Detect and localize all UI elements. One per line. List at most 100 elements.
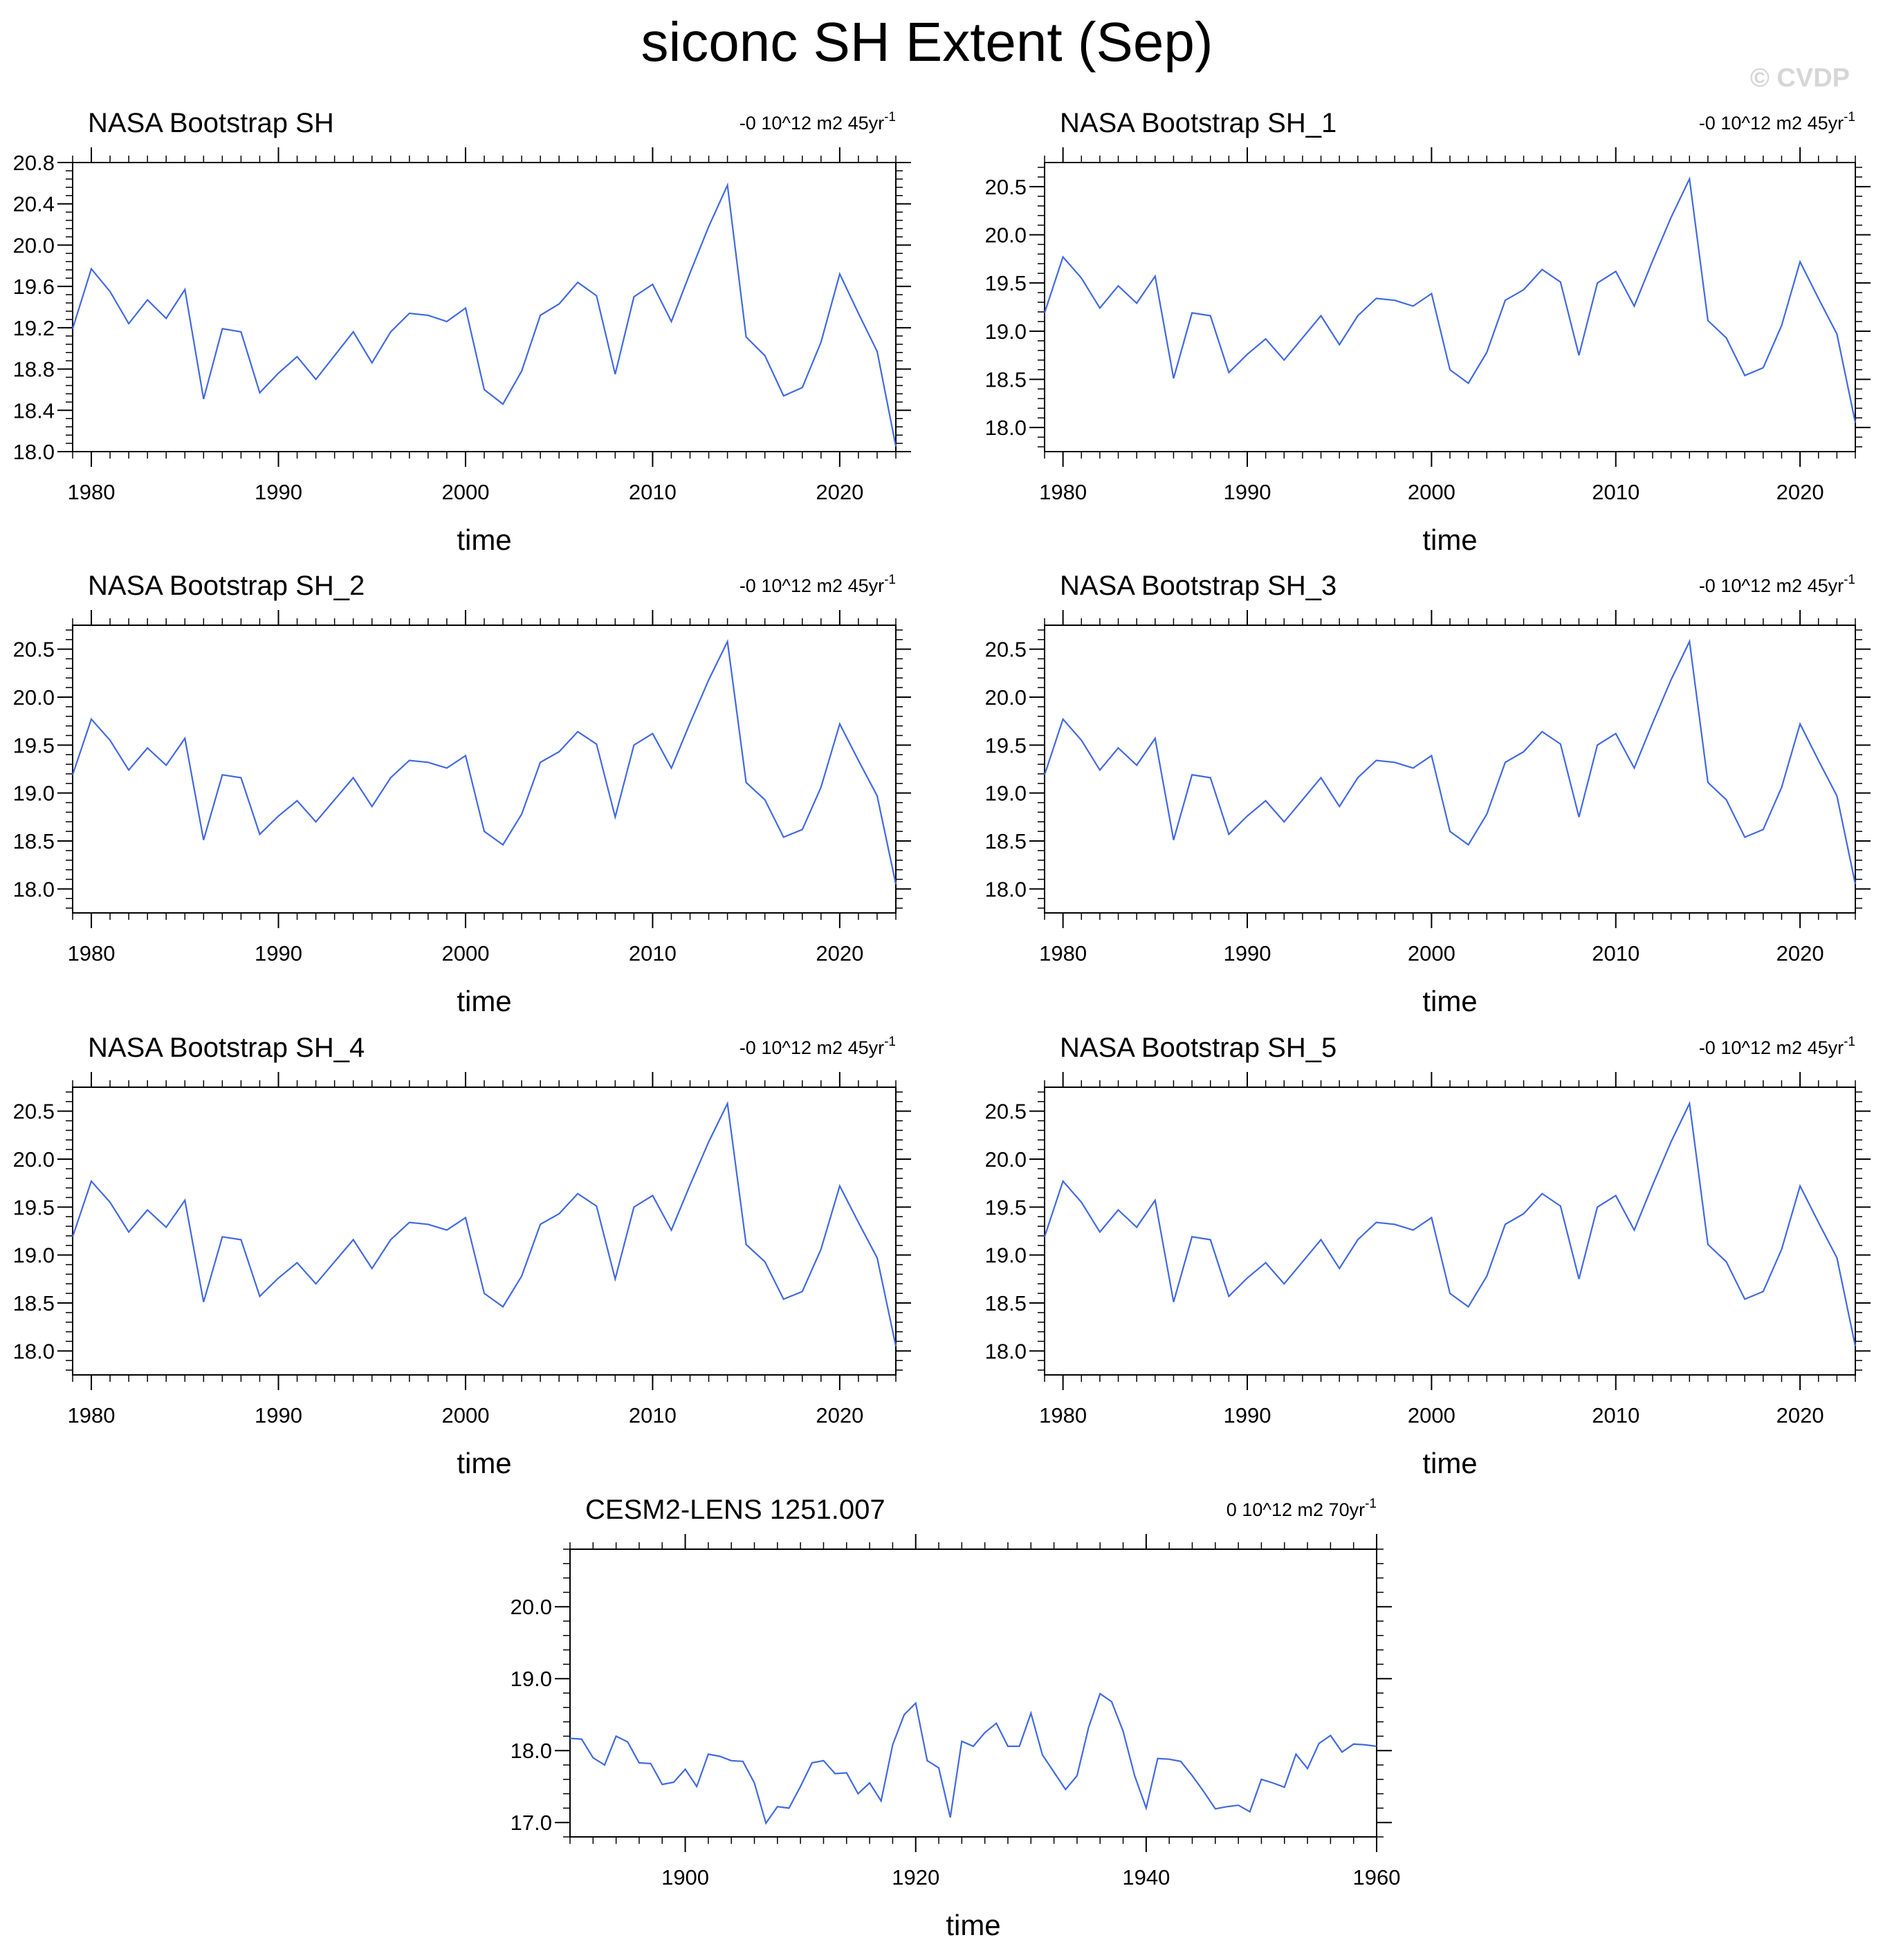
- x-tick-label: 2000: [1408, 480, 1455, 504]
- panel-title: CESM2-LENS 1251.007: [585, 1495, 885, 1525]
- y-tick-label: 20.5: [985, 638, 1027, 662]
- x-axis-label: time: [946, 1909, 1000, 1941]
- y-tick-label: 17.0: [511, 1811, 552, 1835]
- x-tick-label: 1990: [255, 1403, 302, 1427]
- x-tick-label: 2000: [441, 941, 489, 965]
- y-tick-label: 18.0: [13, 1339, 55, 1363]
- x-tick-label: 1980: [68, 480, 116, 504]
- x-tick-label: 2020: [1776, 480, 1824, 504]
- x-tick-label: 2010: [1592, 480, 1639, 504]
- x-tick-label: 1920: [892, 1865, 939, 1889]
- panel-title: NASA Bootstrap SH_2: [88, 571, 365, 601]
- y-tick-label: 18.0: [985, 1339, 1027, 1363]
- chart-panel-3: NASA Bootstrap SH_2 -0 10^12 m2 45yr-1 198…: [13, 571, 911, 1017]
- x-tick-label: 1980: [68, 941, 116, 965]
- y-tick-label: 20.0: [13, 233, 55, 257]
- x-tick-label: 2010: [629, 1403, 677, 1427]
- x-tick-label: 1990: [255, 941, 302, 965]
- y-tick-label: 19.0: [985, 320, 1027, 344]
- x-tick-label: 1980: [1039, 1403, 1087, 1427]
- x-axis-label: time: [1422, 985, 1477, 1017]
- y-tick-label: 19.5: [985, 1195, 1027, 1219]
- x-tick-label: 1990: [1224, 1403, 1271, 1427]
- series-line: [1043, 176, 1857, 423]
- y-tick-label: 20.5: [13, 1100, 55, 1124]
- y-tick-label: 20.0: [511, 1595, 552, 1619]
- series-line: [1043, 1100, 1857, 1347]
- trend-label: -0 10^12 m2 45yr-1: [740, 573, 896, 596]
- x-tick-label: 1980: [1039, 480, 1087, 504]
- plot-frame: [72, 1087, 897, 1376]
- x-tick-label: 2020: [816, 941, 863, 965]
- y-tick-label: 18.0: [985, 877, 1027, 901]
- y-tick-label: 19.2: [13, 316, 55, 340]
- chart-panel-4: NASA Bootstrap SH_3 -0 10^12 m2 45yr-1 198…: [985, 571, 1871, 1017]
- x-tick-label: 1900: [661, 1865, 709, 1889]
- x-axis-label: time: [1422, 524, 1477, 556]
- series-line: [569, 1692, 1377, 1825]
- trend-label: -0 10^12 m2 45yr-1: [1699, 110, 1855, 133]
- y-tick-label: 19.0: [13, 1244, 55, 1268]
- y-tick-label: 18.0: [985, 416, 1027, 440]
- chart-panel-7: CESM2-LENS 1251.007 0 10^12 m2 70yr-1 1900…: [511, 1495, 1401, 1941]
- panel-title: NASA Bootstrap SH: [88, 108, 334, 138]
- x-tick-label: 2000: [441, 1403, 489, 1427]
- series-line: [71, 1100, 897, 1347]
- y-tick-label: 20.0: [13, 685, 55, 710]
- y-tick-label: 18.0: [511, 1739, 552, 1763]
- plot-frame: [72, 625, 897, 914]
- y-tick-label: 19.0: [511, 1667, 552, 1691]
- panel-title: NASA Bootstrap SH_1: [1060, 108, 1337, 138]
- trend-label: 0 10^12 m2 70yr-1: [1227, 1497, 1377, 1520]
- x-tick-label: 2010: [1592, 1403, 1639, 1427]
- chart-panel-6: NASA Bootstrap SH_5 -0 10^12 m2 45yr-1 198…: [985, 1033, 1871, 1479]
- x-tick-label: 2000: [1408, 1403, 1455, 1427]
- y-tick-label: 19.5: [13, 1195, 55, 1219]
- chart-panel-5: NASA Bootstrap SH_4 -0 10^12 m2 45yr-1 198…: [13, 1033, 911, 1479]
- y-tick-label: 20.5: [985, 175, 1027, 199]
- y-tick-label: 18.8: [13, 358, 55, 382]
- y-tick-label: 18.5: [985, 1291, 1027, 1315]
- x-axis-label: time: [1422, 1447, 1477, 1479]
- y-tick-label: 20.5: [13, 638, 55, 662]
- watermark: © CVDP: [1749, 64, 1850, 93]
- x-tick-label: 1960: [1353, 1865, 1401, 1889]
- y-tick-label: 20.8: [13, 151, 55, 175]
- x-tick-label: 1980: [1039, 941, 1087, 965]
- y-tick-label: 20.5: [985, 1100, 1027, 1124]
- x-tick-label: 2010: [629, 480, 677, 504]
- y-tick-label: 18.5: [985, 829, 1027, 853]
- x-tick-label: 1990: [1224, 941, 1271, 965]
- x-axis-label: time: [457, 985, 511, 1017]
- y-tick-label: 19.6: [13, 275, 55, 299]
- x-tick-label: 2010: [1592, 941, 1639, 965]
- x-tick-label: 2020: [816, 1403, 863, 1427]
- y-tick-label: 20.0: [985, 1147, 1027, 1172]
- trend-label: -0 10^12 m2 45yr-1: [1699, 1035, 1855, 1058]
- series-line: [71, 638, 897, 885]
- panel-title: NASA Bootstrap SH_4: [88, 1033, 365, 1063]
- chart-panel-2: NASA Bootstrap SH_1 -0 10^12 m2 45yr-1 198…: [985, 108, 1871, 556]
- y-tick-label: 18.0: [13, 877, 55, 901]
- x-tick-label: 1990: [1224, 480, 1271, 504]
- trend-label: -0 10^12 m2 45yr-1: [740, 1035, 896, 1058]
- series-line: [71, 182, 897, 447]
- x-tick-label: 1990: [255, 480, 302, 504]
- y-tick-label: 18.5: [13, 1291, 55, 1315]
- y-tick-label: 19.0: [985, 1244, 1027, 1268]
- trend-label: -0 10^12 m2 45yr-1: [1699, 573, 1855, 596]
- y-tick-label: 19.5: [985, 733, 1027, 757]
- y-tick-label: 18.5: [13, 829, 55, 853]
- trend-label: -0 10^12 m2 45yr-1: [740, 110, 896, 133]
- figure-title: siconc SH Extent (Sep): [641, 11, 1213, 73]
- y-tick-label: 19.5: [985, 271, 1027, 295]
- y-tick-label: 20.0: [985, 223, 1027, 248]
- x-axis-label: time: [457, 1447, 511, 1479]
- chart-panel-1: NASA Bootstrap SH -0 10^12 m2 45yr-1 1980 1…: [13, 108, 911, 556]
- plot-frame: [1044, 162, 1856, 452]
- y-tick-label: 18.0: [13, 440, 55, 464]
- x-tick-label: 2020: [816, 480, 863, 504]
- y-tick-label: 18.5: [985, 368, 1027, 392]
